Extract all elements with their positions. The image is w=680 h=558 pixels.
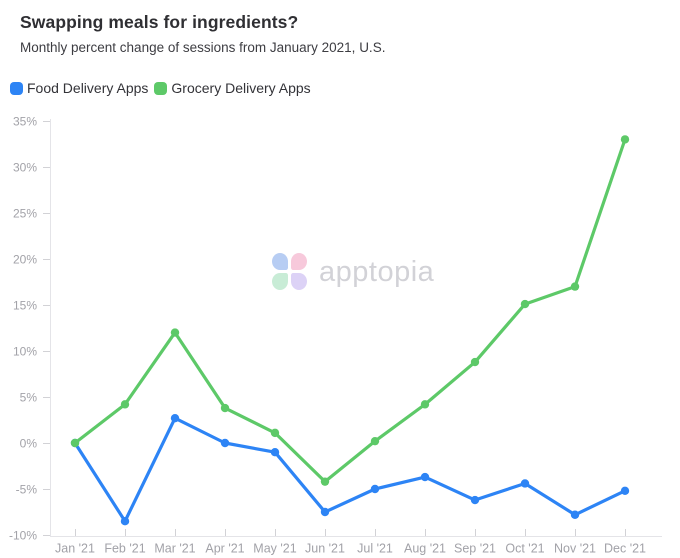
svg-text:Dec '21: Dec '21 — [604, 542, 646, 556]
chart-canvas: 35% 30% 25% 20% 15% 10% 5% 0% -5% -10% Jan '21 Feb … — [9, 115, 662, 556]
svg-text:Aug '21: Aug '21 — [404, 542, 446, 556]
svg-text:Nov '21: Nov '21 — [554, 542, 596, 556]
svg-text:0%: 0% — [20, 437, 38, 451]
svg-text:Oct '21: Oct '21 — [505, 542, 544, 556]
svg-text:Feb '21: Feb '21 — [104, 542, 145, 556]
svg-text:-5%: -5% — [16, 483, 38, 497]
svg-text:20%: 20% — [13, 253, 37, 267]
legend-label: Food Delivery Apps — [27, 80, 149, 96]
svg-text:-10%: -10% — [9, 529, 37, 543]
svg-text:35%: 35% — [13, 115, 37, 129]
svg-text:30%: 30% — [13, 161, 37, 175]
svg-text:May '21: May '21 — [253, 542, 296, 556]
chart-plot-area: 35% 30% 25% 20% 15% 10% 5% 0% -5% -10% Jan '21 Feb … — [0, 110, 680, 558]
svg-text:Jan '21: Jan '21 — [55, 542, 95, 556]
legend-item-food-delivery[interactable]: Food Delivery Apps — [10, 80, 148, 96]
chart-legend: Food Delivery Apps Grocery Delivery Apps — [10, 80, 311, 96]
svg-text:Jul '21: Jul '21 — [357, 542, 393, 556]
svg-text:5%: 5% — [20, 391, 38, 405]
svg-text:Mar '21: Mar '21 — [154, 542, 195, 556]
svg-text:Jun '21: Jun '21 — [305, 542, 345, 556]
legend-label: Grocery Delivery Apps — [171, 80, 311, 96]
grocery-delivery-swatch-icon — [154, 81, 168, 95]
chart-subtitle: Monthly percent change of sessions from … — [20, 40, 386, 55]
svg-text:Sep '21: Sep '21 — [454, 542, 496, 556]
svg-text:10%: 10% — [13, 345, 37, 359]
svg-text:15%: 15% — [13, 299, 37, 313]
svg-text:25%: 25% — [13, 207, 37, 221]
svg-text:Apr '21: Apr '21 — [205, 542, 244, 556]
legend-item-grocery-delivery[interactable]: Grocery Delivery Apps — [154, 80, 311, 96]
food-delivery-swatch-icon — [10, 81, 23, 95]
page-title: Swapping meals for ingredients? — [20, 12, 299, 32]
